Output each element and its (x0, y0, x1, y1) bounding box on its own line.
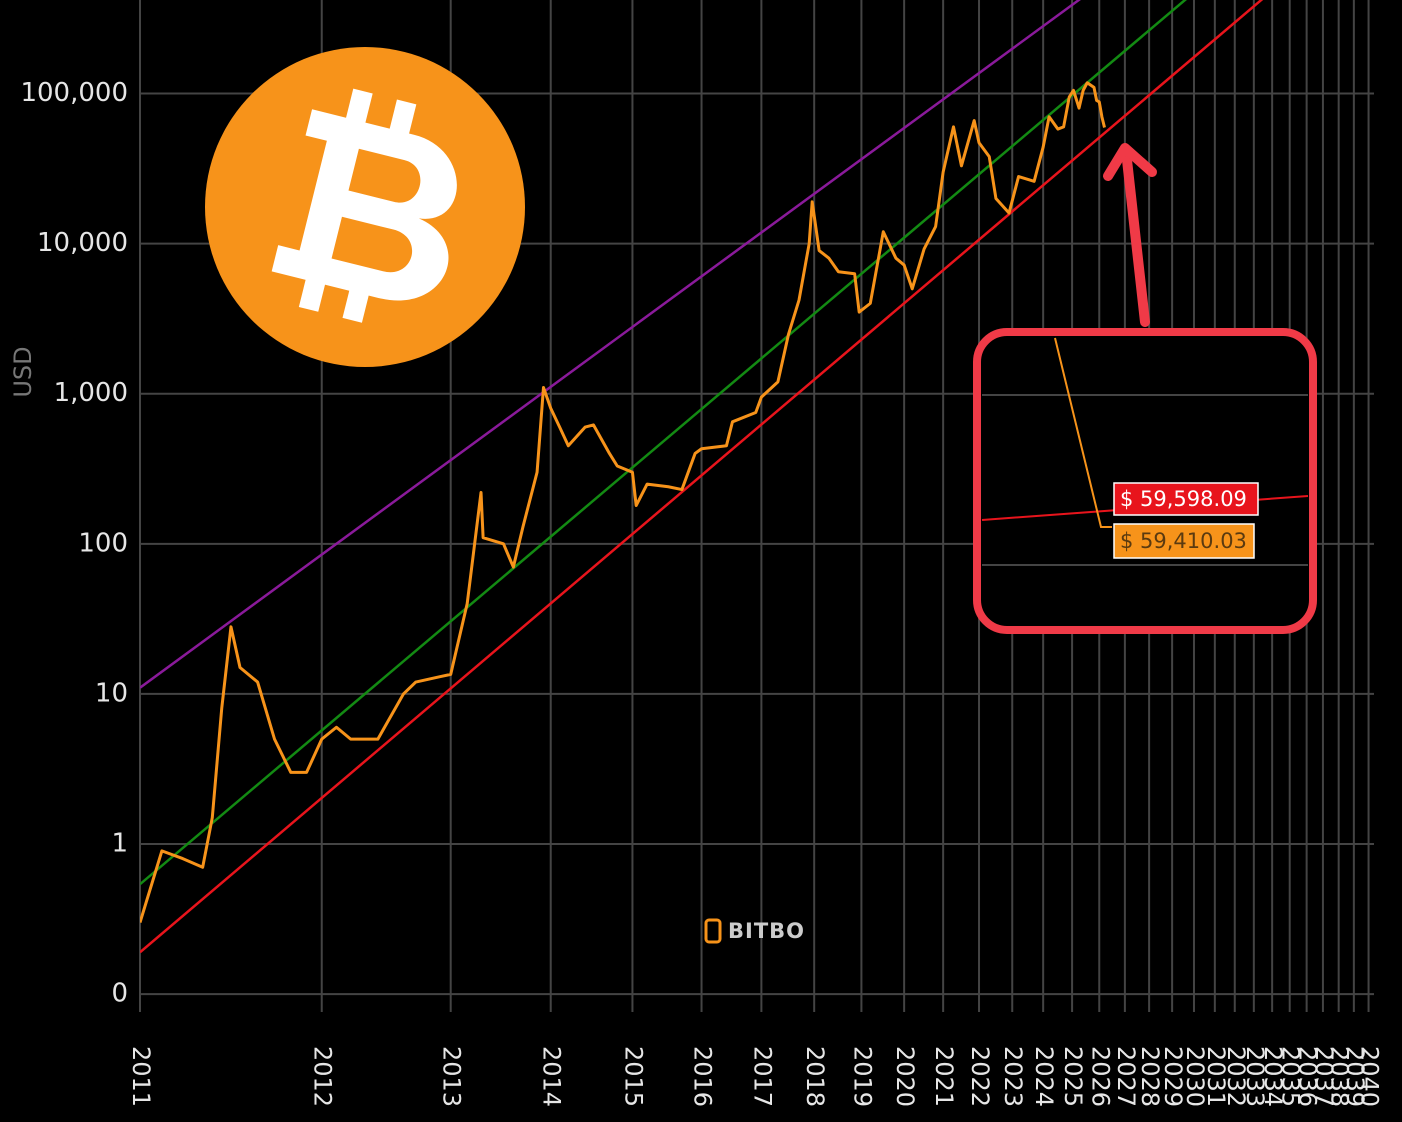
x-tick-label: 2026 (1086, 1046, 1114, 1107)
logo-b (271, 88, 457, 323)
x-tick-label: 2012 (309, 1046, 337, 1107)
annotation-box (1113, 482, 1259, 516)
series-line (140, 0, 1264, 954)
x-tick-label: 2029 (1159, 1046, 1187, 1107)
x-tick-label: 2032 (1222, 1046, 1250, 1107)
x-tick-label: 2019 (848, 1046, 876, 1107)
watermark-icon (704, 918, 722, 944)
x-tick-label: 2030 (1181, 1046, 1209, 1107)
arrow-shaft (1122, 155, 1150, 327)
x-tick-label: 2035 (1277, 1046, 1305, 1107)
y-tick-label: 100,000 (20, 78, 128, 108)
x-tick-label: 2022 (966, 1046, 994, 1107)
zoom-inset: $ 59,598.09 $ 59,410.03 (973, 328, 1317, 634)
series-line (140, 0, 1187, 886)
x-tick-label: 2036 (1294, 1046, 1322, 1107)
x-tick-label: 2020 (891, 1046, 919, 1107)
x-tick-label: 2021 (930, 1046, 958, 1107)
x-tick-label: 2039 (1341, 1046, 1369, 1107)
x-tick-label: 2016 (689, 1046, 717, 1107)
x-tick-label: 2024 (1030, 1046, 1058, 1107)
y-tick-label: 10,000 (37, 228, 128, 258)
bitcoin-logo (205, 47, 525, 367)
y-tick-label: 100 (78, 528, 128, 558)
watermark-text: BITBO (728, 919, 805, 943)
x-tick-label: 2013 (438, 1046, 466, 1107)
y-tick-label: 1,000 (54, 378, 128, 408)
x-tick-label: 2031 (1202, 1046, 1230, 1107)
x-tick-label: 2033 (1241, 1046, 1269, 1107)
x-tick-label: 2028 (1136, 1046, 1164, 1107)
x-tick-label: 2017 (748, 1046, 776, 1107)
x-tick-label: 2011 (127, 1046, 155, 1107)
logo-b-shape (271, 109, 457, 301)
plot-area (140, 0, 1264, 954)
x-tick-label: 2040 (1356, 1046, 1384, 1107)
watermark: BITBO (704, 918, 805, 944)
series-line (140, 81, 1106, 923)
x-tick-label: 2025 (1059, 1046, 1087, 1107)
inset-frame (973, 328, 1317, 634)
x-tick-label: 2023 (999, 1046, 1027, 1107)
x-tick-label: 2034 (1259, 1046, 1287, 1107)
x-tick-label: 2037 (1310, 1046, 1338, 1107)
x-tick-label: 2015 (619, 1046, 647, 1107)
y-axis-label: USD (9, 346, 37, 397)
y-tick-label: 1 (111, 829, 128, 859)
y-tick-label: 10 (95, 678, 128, 708)
annotation-box (1113, 523, 1255, 559)
x-tick-label: 2014 (538, 1046, 566, 1107)
series-line (140, 0, 1081, 689)
arrow (1103, 143, 1157, 327)
annotation: $ 59,410.03 (1120, 529, 1247, 553)
x-tick-label: 2018 (801, 1046, 829, 1107)
arrow-head (1103, 143, 1157, 181)
y-tick-label: 0 (111, 979, 128, 1009)
annotation: $ 59,598.09 (1120, 487, 1247, 511)
x-tick-label: 2027 (1112, 1046, 1140, 1107)
x-tick-label: 2038 (1326, 1046, 1354, 1107)
inset-price-line (1054, 337, 1112, 528)
